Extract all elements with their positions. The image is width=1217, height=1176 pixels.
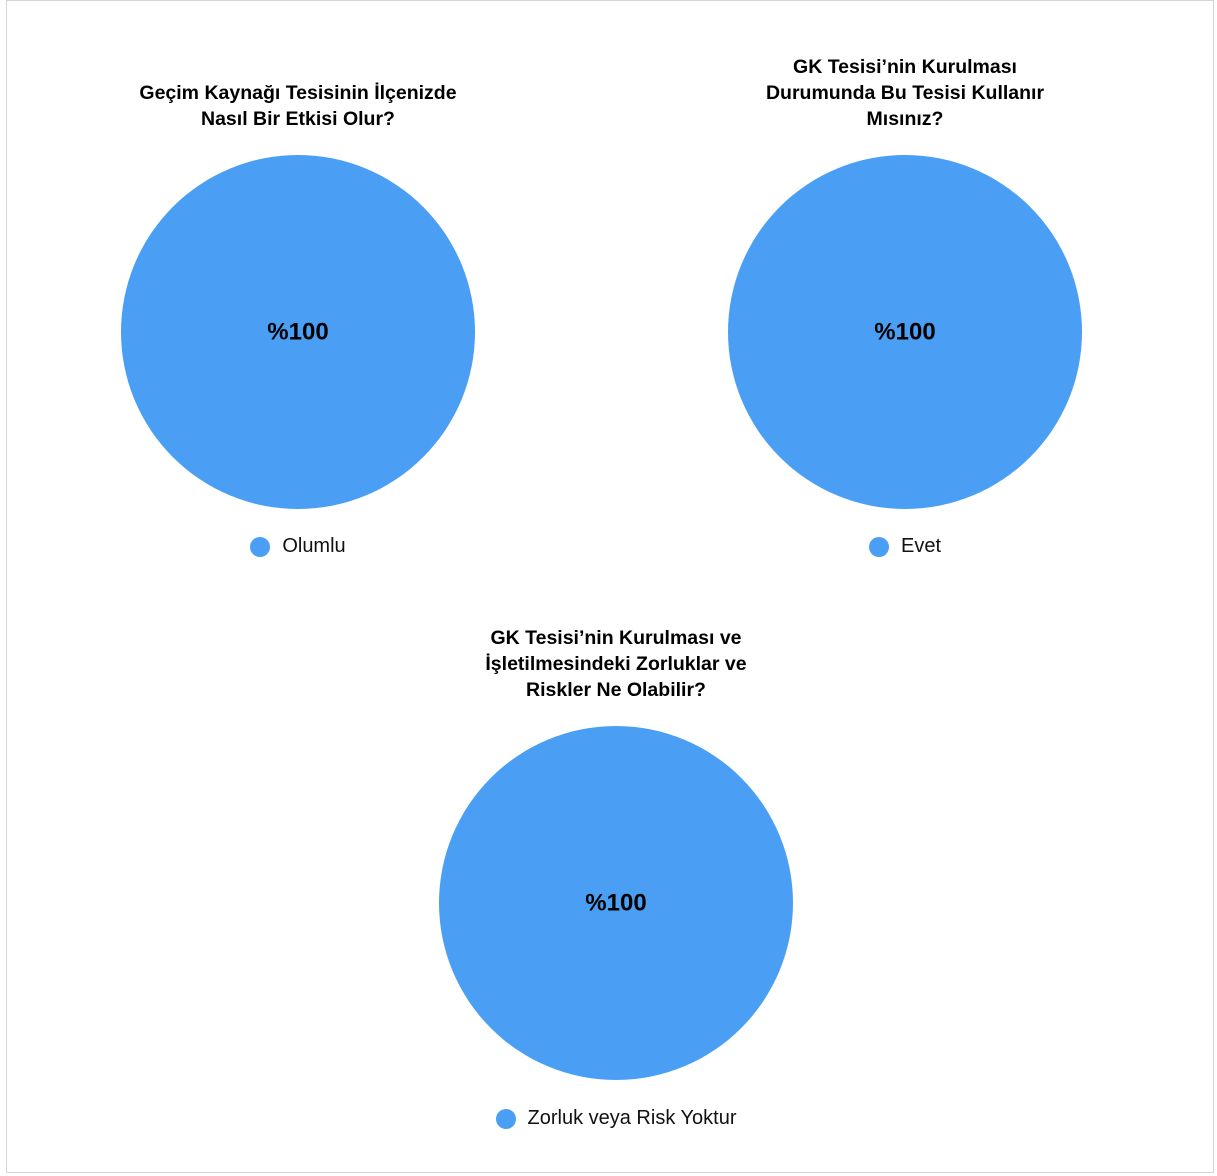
chart-title: GK Tesisi’nin Kurulması ve İşletilmesind… [485, 627, 747, 701]
pie-area: %100 [439, 726, 793, 1080]
pie-slice-0 [121, 155, 475, 509]
legend: Zorluk veya Risk Yoktur [406, 1107, 826, 1130]
pie-area: %100 [728, 155, 1082, 509]
chart-title: GK Tesisi’nin Kurulması Durumunda Bu Tes… [765, 56, 1045, 130]
legend: Olumlu [88, 535, 508, 558]
pie-area: %100 [121, 155, 475, 509]
legend: Evet [695, 535, 1115, 558]
chart-title: Geçim Kaynağı Tesisinin İlçenizde Nasıl … [139, 82, 457, 130]
pie-slice-0 [439, 726, 793, 1080]
legend-swatch [250, 536, 271, 557]
pie-slice-label-0: %100 [267, 319, 328, 346]
pie-slice-label-0: %100 [874, 319, 935, 346]
legend-label-olumlu: Olumlu [282, 535, 346, 557]
pie-slice-label-0: %100 [585, 890, 646, 917]
pie-chart-impact: Geçim Kaynağı Tesisinin İlçenizde Nasıl … [88, 0, 508, 580]
pie-slice-0 [728, 155, 1082, 509]
legend-label-zorluk-yok: Zorluk veya Risk Yoktur [527, 1107, 737, 1129]
legend-swatch [495, 1108, 516, 1129]
pie-chart-usage: GK Tesisi’nin Kurulması Durumunda Bu Tes… [695, 0, 1115, 580]
legend-label-evet: Evet [900, 535, 942, 557]
legend-swatch [868, 536, 889, 557]
pie-chart-risks: GK Tesisi’nin Kurulması ve İşletilmesind… [406, 0, 826, 1150]
